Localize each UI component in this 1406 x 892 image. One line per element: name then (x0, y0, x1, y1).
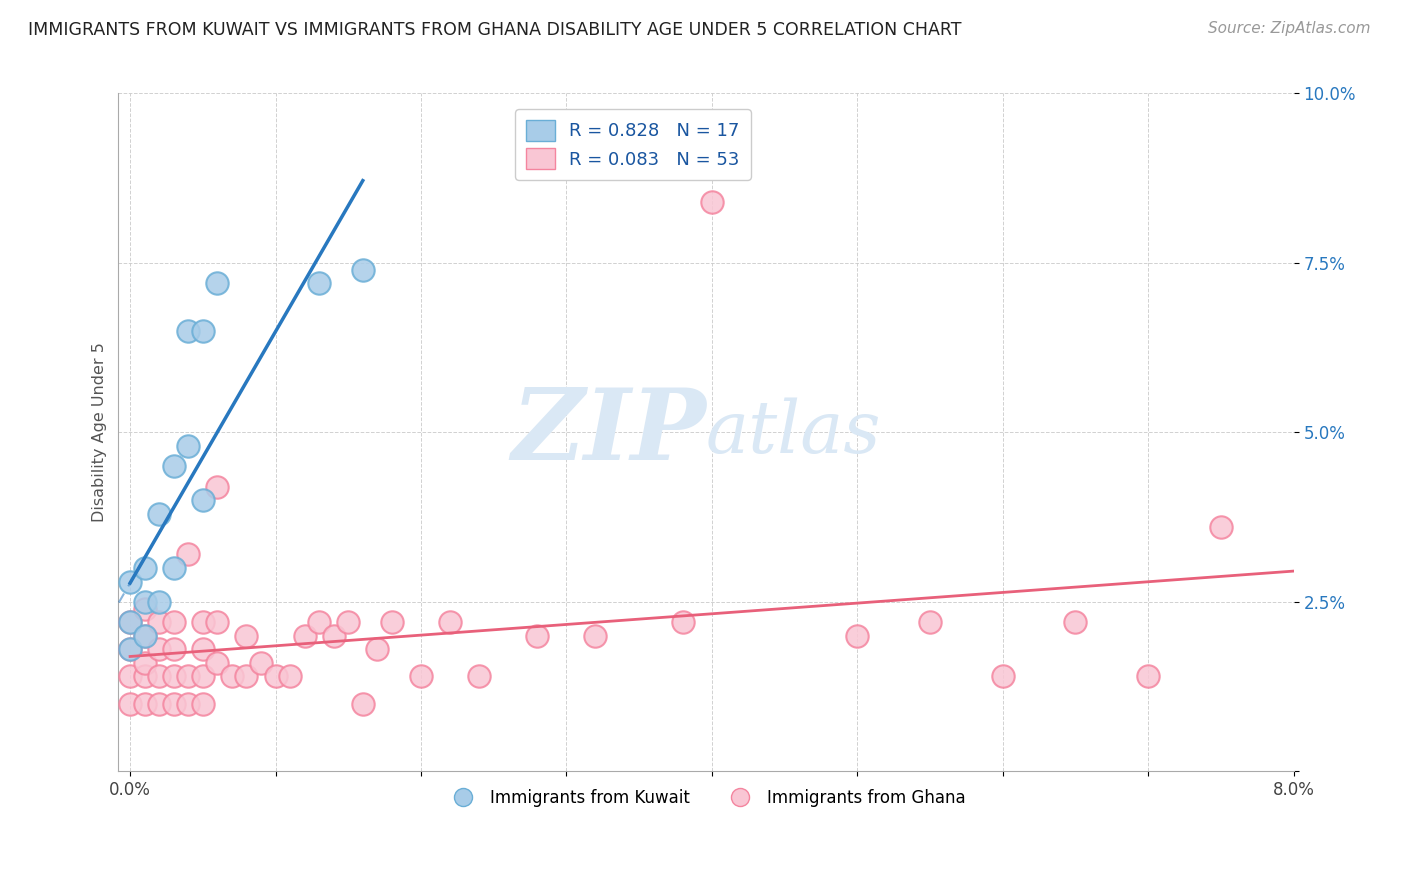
Point (163, 615, 186, 630)
Point (672, 615, 695, 630)
Point (308, 276, 330, 290)
Point (191, 642, 214, 657)
Point (235, 629, 257, 643)
Point (163, 459, 186, 474)
Text: IMMIGRANTS FROM KUWAIT VS IMMIGRANTS FROM GHANA DISABILITY AGE UNDER 5 CORRELATI: IMMIGRANTS FROM KUWAIT VS IMMIGRANTS FRO… (28, 21, 962, 38)
Point (163, 697, 186, 711)
Point (191, 493, 214, 508)
Point (1137, 669, 1160, 683)
Point (148, 642, 170, 657)
Point (134, 561, 156, 575)
Point (191, 669, 214, 683)
Point (221, 669, 243, 683)
Point (134, 697, 156, 711)
Point (381, 615, 404, 630)
Legend: Immigrants from Kuwait, Immigrants from Ghana: Immigrants from Kuwait, Immigrants from … (440, 782, 972, 814)
Point (278, 669, 301, 683)
Point (264, 669, 287, 683)
Point (134, 669, 156, 683)
Point (177, 439, 200, 453)
Point (294, 629, 316, 643)
Point (177, 548, 200, 562)
Point (1064, 615, 1087, 630)
Point (468, 669, 491, 683)
Point (235, 669, 257, 683)
Point (134, 629, 156, 643)
Point (177, 697, 200, 711)
Point (134, 601, 156, 615)
Y-axis label: Disability Age Under 5: Disability Age Under 5 (93, 343, 107, 523)
Point (120, 669, 142, 683)
Point (526, 629, 548, 643)
Point (352, 262, 374, 277)
Point (207, 276, 229, 290)
Point (148, 669, 170, 683)
Point (163, 669, 186, 683)
Text: atlas: atlas (706, 397, 882, 467)
Point (120, 697, 142, 711)
Point (918, 615, 941, 630)
Point (120, 615, 142, 630)
Point (134, 629, 156, 643)
Point (207, 480, 229, 494)
Point (1209, 520, 1232, 534)
Point (177, 669, 200, 683)
Point (191, 324, 214, 338)
Point (322, 629, 344, 643)
Point (585, 629, 607, 643)
Point (134, 656, 156, 670)
Point (991, 669, 1014, 683)
Point (191, 697, 214, 711)
Point (207, 656, 229, 670)
Point (148, 507, 170, 521)
Point (308, 615, 330, 630)
Point (250, 656, 273, 670)
Point (134, 595, 156, 609)
Point (337, 615, 360, 630)
Text: Source: ZipAtlas.com: Source: ZipAtlas.com (1208, 21, 1371, 36)
Point (120, 574, 142, 589)
Point (148, 697, 170, 711)
Point (120, 642, 142, 657)
Point (700, 194, 723, 209)
Point (846, 629, 869, 643)
Point (191, 615, 214, 630)
Point (148, 595, 170, 609)
Point (120, 642, 142, 657)
Point (163, 561, 186, 575)
Point (352, 697, 374, 711)
Text: ZIP: ZIP (510, 384, 706, 481)
Point (120, 615, 142, 630)
Point (148, 615, 170, 630)
Point (207, 615, 229, 630)
Point (366, 642, 388, 657)
Point (163, 642, 186, 657)
Point (177, 324, 200, 338)
Point (439, 615, 461, 630)
Point (409, 669, 432, 683)
